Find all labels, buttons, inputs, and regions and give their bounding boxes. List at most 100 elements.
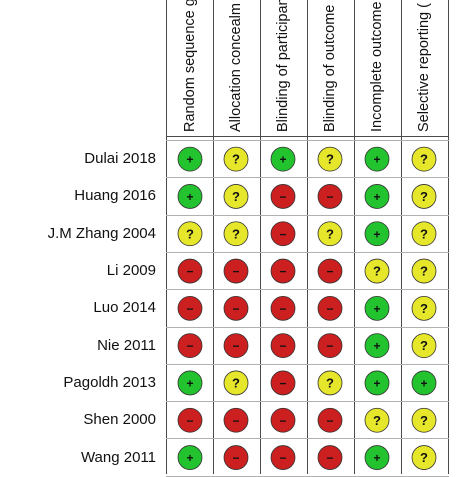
judgement-glyph: − <box>186 414 193 428</box>
judgement-high-marker: − <box>177 295 203 321</box>
judgement-low-marker: + <box>364 295 390 321</box>
judgement-glyph: + <box>186 451 193 465</box>
judgement-high-marker: − <box>270 445 296 470</box>
judgement-circle <box>177 445 203 470</box>
column-divider <box>448 0 449 474</box>
judgement-circle <box>364 221 390 247</box>
judgement-circle <box>270 258 296 284</box>
column-divider <box>213 0 214 474</box>
judgement-glyph: − <box>232 451 239 465</box>
judgement-glyph: ? <box>326 226 334 241</box>
judgement-circle <box>223 370 249 396</box>
judgement-glyph: ? <box>420 413 428 428</box>
judgement-glyph: − <box>279 376 286 390</box>
judgement-circle <box>270 445 296 470</box>
judgement-circle <box>364 333 390 359</box>
judgement-circle <box>223 445 249 470</box>
judgement-low-marker: + <box>364 184 390 209</box>
judgement-circle <box>317 445 343 470</box>
judgement-glyph: ? <box>232 375 240 390</box>
judgement-circle <box>270 146 296 172</box>
judgement-glyph: + <box>279 153 286 167</box>
row-divider <box>166 251 449 253</box>
judgement-high-marker: − <box>177 407 203 433</box>
judgement-glyph: + <box>373 339 380 353</box>
judgement-glyph: ? <box>326 375 334 390</box>
judgement-circle <box>223 407 249 433</box>
judgement-circle <box>364 184 390 209</box>
judgement-glyph: − <box>279 451 286 465</box>
judgement-unclear-marker: ? <box>411 221 437 247</box>
study-label: Shen 2000 <box>83 411 156 429</box>
judgement-glyph: ? <box>420 301 428 316</box>
judgement-high-marker: − <box>270 258 296 284</box>
judgement-glyph: − <box>186 265 193 279</box>
judgement-glyph: − <box>326 265 333 279</box>
judgement-circle <box>270 221 296 247</box>
judgement-glyph: − <box>232 302 239 316</box>
judgement-high-marker: − <box>223 295 249 321</box>
judgement-high-marker: − <box>270 333 296 359</box>
judgement-low-marker: + <box>411 370 437 396</box>
judgement-high-marker: − <box>177 333 203 359</box>
judgement-glyph: ? <box>420 152 428 167</box>
judgement-unclear-marker: ? <box>411 407 437 433</box>
judgement-circle <box>223 295 249 321</box>
judgement-unclear-marker: ? <box>223 184 249 209</box>
judgement-glyph: − <box>279 339 286 353</box>
judgement-glyph: − <box>326 414 333 428</box>
judgement-high-marker: − <box>270 295 296 321</box>
judgement-circle <box>317 146 343 172</box>
judgement-low-marker: + <box>364 445 390 470</box>
judgement-glyph: ? <box>232 189 240 204</box>
row-divider <box>166 326 449 328</box>
judgement-circle <box>317 333 343 359</box>
judgement-high-marker: − <box>270 184 296 209</box>
judgement-glyph: − <box>326 302 333 316</box>
judgement-high-marker: − <box>223 333 249 359</box>
judgement-circle <box>411 333 437 359</box>
row-divider <box>166 438 449 440</box>
judgement-unclear-marker: ? <box>177 221 203 247</box>
judgement-glyph: + <box>373 153 380 167</box>
judgement-high-marker: − <box>270 221 296 247</box>
study-label: Nie 2011 <box>97 336 156 354</box>
judgement-high-marker: − <box>317 184 343 209</box>
column-divider <box>307 0 308 474</box>
judgement-circle <box>317 370 343 396</box>
judgement-glyph: − <box>326 339 333 353</box>
judgement-glyph: ? <box>326 152 334 167</box>
judgement-low-marker: + <box>364 146 390 172</box>
judgement-circle <box>317 407 343 433</box>
judgement-circle <box>411 445 437 470</box>
judgement-glyph: + <box>186 190 193 204</box>
judgement-glyph: − <box>232 414 239 428</box>
column-divider <box>354 0 355 474</box>
judgement-unclear-marker: ? <box>364 407 390 433</box>
judgement-circle <box>223 258 249 284</box>
judgement-low-marker: + <box>270 146 296 172</box>
judgement-circle <box>317 258 343 284</box>
judgement-glyph: + <box>420 376 427 390</box>
judgement-glyph: ? <box>186 226 194 241</box>
judgement-glyph: + <box>373 376 380 390</box>
judgement-circle <box>411 407 437 433</box>
judgement-glyph: ? <box>420 226 428 241</box>
judgement-unclear-marker: ? <box>411 333 437 359</box>
row-divider <box>166 140 449 141</box>
judgement-low-marker: + <box>177 184 203 209</box>
judgement-low-marker: + <box>364 370 390 396</box>
row-divider <box>166 177 449 179</box>
judgement-circle <box>177 295 203 321</box>
judgement-glyph: ? <box>373 413 381 428</box>
study-label: Luo 2014 <box>93 299 156 317</box>
judgement-unclear-marker: ? <box>411 445 437 470</box>
judgement-unclear-marker: ? <box>223 370 249 396</box>
judgement-glyph: ? <box>420 338 428 353</box>
judgement-circle <box>364 445 390 470</box>
judgement-unclear-marker: ? <box>223 221 249 247</box>
judgement-glyph: − <box>232 339 239 353</box>
study-label: J.M Zhang 2004 <box>47 224 156 242</box>
judgement-high-marker: − <box>317 295 343 321</box>
judgement-circle <box>270 407 296 433</box>
